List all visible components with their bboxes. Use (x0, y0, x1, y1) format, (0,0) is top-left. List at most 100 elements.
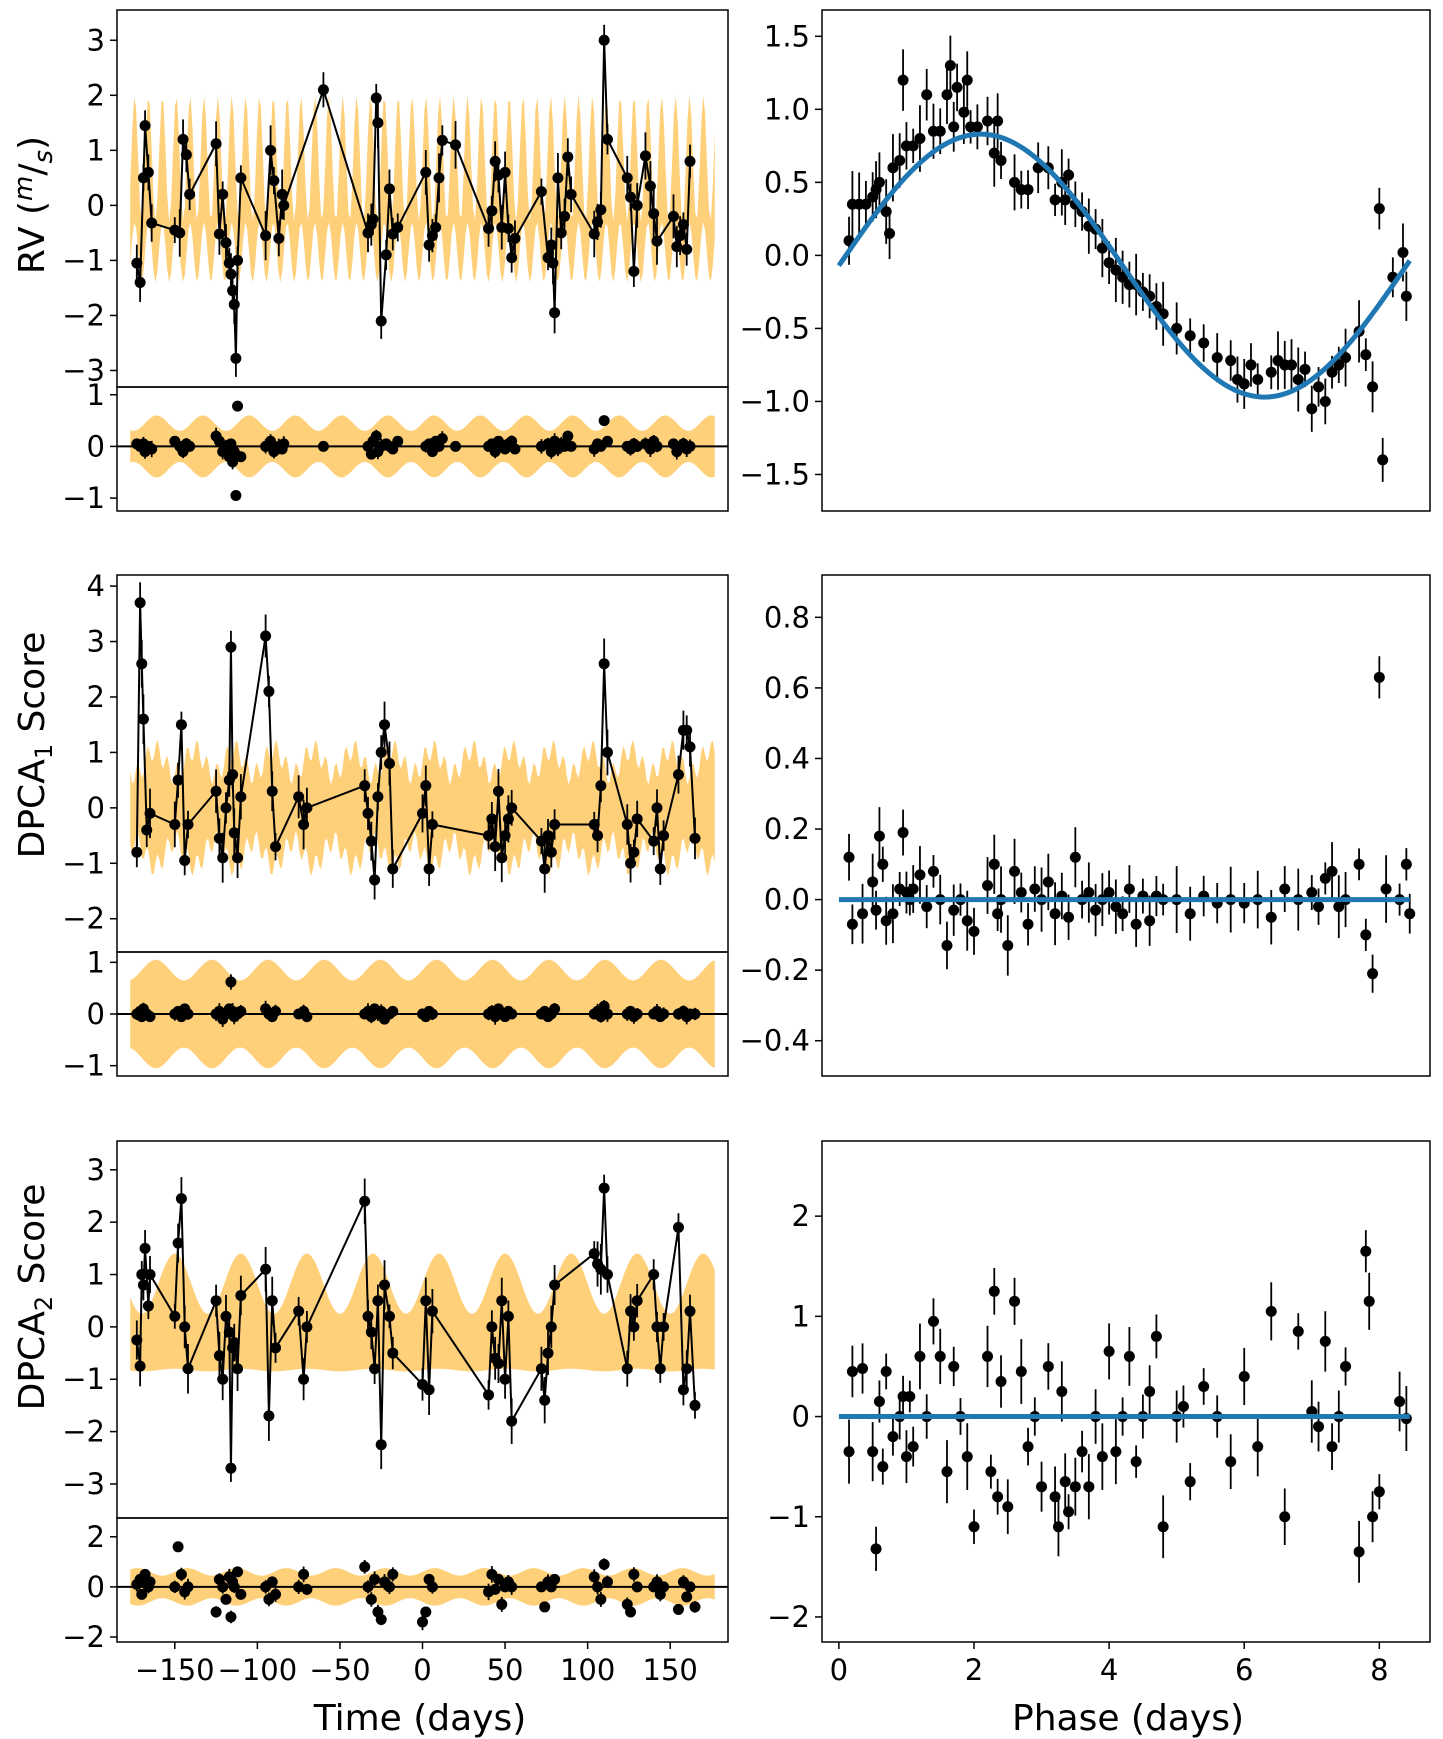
rv-time-data-point (225, 268, 237, 280)
dpca1-resid-panel: −1 0 1 (62, 945, 729, 1083)
rv-time-data-point (232, 254, 244, 266)
dpca2-phase-data-point (1036, 1481, 1048, 1493)
dpca2-time-ytick-label: 2 (87, 1205, 105, 1239)
dpca1-phase-data-point (1069, 851, 1081, 863)
rv-phase-data-point (948, 121, 960, 133)
dpca2-resid-data-point (601, 1576, 613, 1588)
dpca2-time-data-point (483, 1389, 495, 1401)
dpca2-time-data-point (225, 1462, 237, 1474)
dpca2-phase-data-point (992, 1491, 1004, 1503)
rv-time-data-point (559, 210, 571, 222)
dpca2-resid-data-point (136, 1588, 148, 1600)
rv-phase-ytick-label: 0.5 (764, 165, 810, 199)
dpca2-phase-data-point (1052, 1521, 1064, 1533)
rv-phase-data-point (1377, 454, 1389, 466)
rv-phase-data-point (1367, 381, 1379, 393)
dpca1-time-data-point (263, 685, 275, 697)
rv-phase-data-point (1225, 355, 1237, 367)
dpca2-phase-data-point (1063, 1506, 1075, 1518)
dpca1-time-data-point (423, 863, 435, 875)
rv-resid-data-point (509, 443, 521, 455)
dpca2-phase-data-point (1238, 1370, 1250, 1382)
dpca2-phase-plot-area (838, 1230, 1412, 1583)
dpca2-time-data-point (684, 1305, 696, 1317)
dpca2-resid-data-point (266, 1576, 278, 1588)
dpca2-resid-data-point (598, 1558, 610, 1570)
dpca2-phase-data-point (927, 1315, 939, 1327)
dpca2-phase-data-point (1056, 1386, 1068, 1397)
dpca1-phase-data-point (1404, 908, 1416, 920)
dpca2-resid-panel: −2 0 2 −150 −100 −50 0 50 100 150 (62, 1517, 729, 1687)
dpca1-time-data-point (220, 802, 232, 814)
rv-resid-data-point (265, 435, 277, 447)
dpca2-time-data-point (136, 1269, 148, 1281)
dpca2-phase-data-point (1198, 1380, 1210, 1392)
rv-phase-data-point (1373, 203, 1385, 215)
dpca1-resid-ytick-label: −1 (62, 1049, 105, 1083)
dpca1-phase-ytick-label: −0.4 (740, 1024, 810, 1058)
dpca1-phase-ytick-label: 0.0 (764, 883, 810, 917)
dpca2-ylabel-sub: 2 (30, 1296, 58, 1311)
rv-phase-data-point (1319, 395, 1331, 407)
dpca1-time-data-point (369, 874, 381, 886)
dpca1-phase-data-point (1367, 968, 1379, 980)
dpca1-time-data-point (689, 832, 701, 844)
dpca2-time-data-point (260, 1263, 272, 1275)
rv-phase-data-point (958, 106, 970, 118)
dpca2-time-data-point (506, 1415, 518, 1427)
dpca1-phase-data-point (982, 879, 994, 891)
dpca1-time-data-point (134, 597, 146, 609)
dpca1-phase-data-point (907, 883, 919, 895)
rv-ylabel-prefix: RV ( (12, 201, 53, 274)
rv-phase-data-point (1252, 374, 1264, 386)
rv-phase-data-point (873, 176, 885, 188)
dpca2-time-panel: −3 −2 −1 0 1 2 3 (62, 1140, 729, 1519)
dpca1-time-data-point (672, 769, 684, 781)
dpca2-phase-data-point (1069, 1481, 1081, 1493)
rv-time-data-point (278, 199, 290, 211)
dpca1-phase-data-point (870, 904, 882, 916)
dpca2-phase-data-point (1015, 1365, 1027, 1377)
rv-phase-data-point (884, 227, 896, 239)
rv-time-data-point (684, 155, 696, 167)
rv-phase-data-point (1245, 359, 1257, 371)
dpca1-time-data-point (227, 769, 239, 781)
dpca2-time-data-point (172, 1237, 184, 1249)
dpca1-time-data-point (651, 802, 663, 814)
dpca2-phase-data-point (1096, 1451, 1108, 1463)
dpca1-phase-data-point (1130, 918, 1142, 930)
dpca2-phase-data-point (1177, 1401, 1189, 1413)
dpca2-phase-data-point (846, 1365, 858, 1377)
dpca2-phase-ytick-label: −2 (767, 1600, 810, 1634)
rv-phase-data-point (897, 74, 909, 86)
rv-time-data-point (372, 117, 384, 129)
dpca1-phase-data-point (1063, 911, 1075, 923)
rv-time-data-point (436, 134, 448, 146)
dpca2-time-data-point (492, 1358, 504, 1370)
rv-resid-data-point (370, 430, 382, 442)
dpca1-phase-data-point (880, 915, 892, 927)
dpca1-phase-ytick-label: 0.4 (764, 741, 810, 775)
dpca1-time-ytick-label: 1 (87, 735, 105, 769)
dpca2-phase-data-point (867, 1446, 879, 1458)
rv-time-data-point (265, 144, 277, 156)
dpca1-phase-data-point (961, 915, 973, 927)
dpca2-phase-data-point (988, 1285, 1000, 1297)
rv-time-data-point (213, 228, 225, 240)
dpca2-phase-data-point (1292, 1325, 1304, 1337)
dpca1-time-data-point (496, 852, 508, 864)
dpca1-time-data-point (225, 641, 237, 653)
dpca2-phase-xtick-label: 2 (965, 1653, 983, 1687)
rv-phase-ytick-label: −1.0 (740, 384, 810, 418)
dpca2-resid-data-point (549, 1573, 561, 1585)
rv-phase-data-point (1110, 264, 1122, 276)
dpca2-phase-data-point (1042, 1360, 1054, 1372)
dpca2-resid-data-point (506, 1581, 518, 1593)
dpca2-time-data-point (235, 1289, 247, 1301)
dpca1-phase-data-point (948, 904, 960, 916)
dpca2-phase-data-point (1252, 1441, 1264, 1453)
rv-ylabel-suffix: ) (12, 136, 53, 150)
dpca1-phase-data-point (1117, 908, 1129, 920)
dpca2-phase-ytick-label: −1 (767, 1500, 810, 1534)
rv-phase-data-point (1360, 349, 1372, 361)
